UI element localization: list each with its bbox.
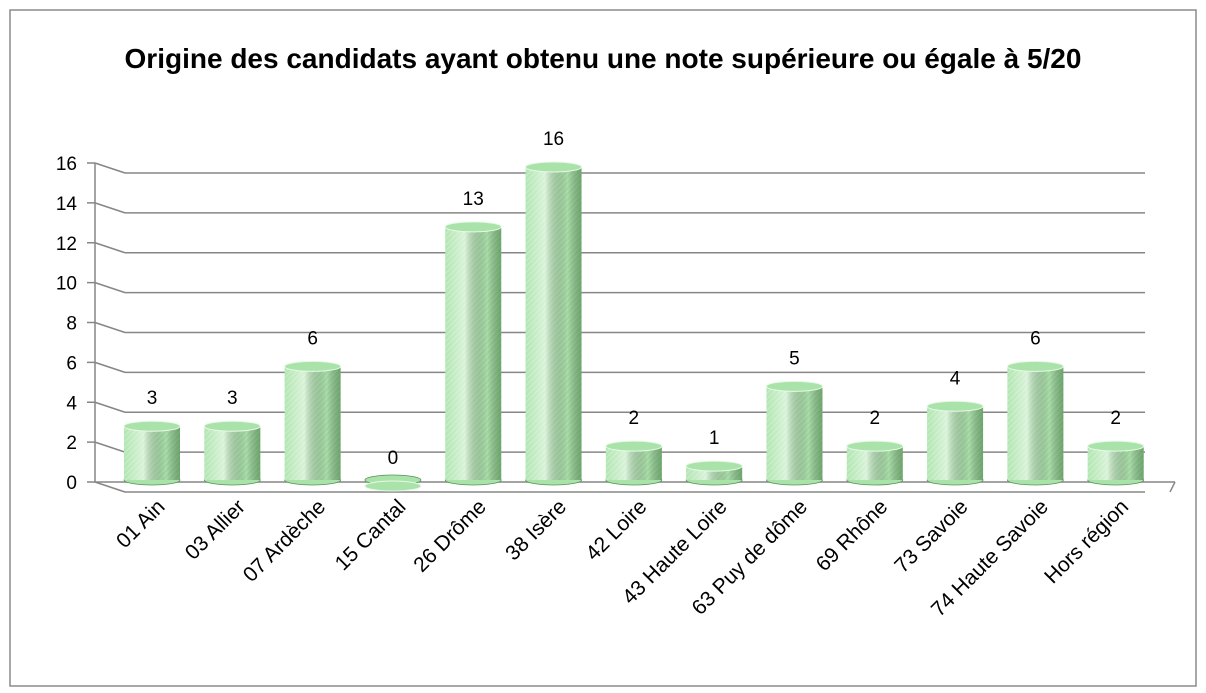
grid-line	[94, 162, 126, 174]
bar-shade	[766, 386, 823, 480]
bar	[364, 474, 422, 492]
bar-shade	[525, 167, 582, 480]
value-label: 5	[789, 348, 800, 369]
value-label: 16	[543, 129, 564, 150]
bar	[203, 420, 261, 486]
bar-top	[1087, 440, 1145, 452]
bar-shade	[284, 366, 341, 480]
bar-top	[1006, 360, 1064, 372]
grid-line	[94, 321, 126, 334]
bar-top	[846, 440, 904, 452]
bar-top	[123, 420, 181, 432]
y-tick-label: 0	[66, 473, 77, 494]
grid-line	[94, 281, 126, 294]
floor-line	[1169, 481, 1176, 493]
value-label: 4	[950, 368, 961, 389]
bar	[685, 460, 743, 486]
y-tick-label: 14	[56, 194, 78, 215]
bar	[1006, 360, 1064, 486]
value-label: 1	[709, 428, 720, 449]
bar-shade	[204, 426, 261, 480]
bar-top	[685, 460, 743, 472]
bar	[605, 440, 663, 486]
bar-shade	[846, 446, 903, 480]
bar-top	[605, 440, 663, 452]
value-label: 3	[147, 388, 158, 409]
y-tick-label: 8	[66, 314, 77, 335]
bar	[1087, 440, 1145, 486]
bar-top	[926, 400, 984, 412]
value-label: 3	[227, 388, 238, 409]
bar-top	[765, 380, 823, 392]
bar-shade	[1087, 446, 1144, 480]
bar-shade	[605, 446, 662, 480]
y-tick-label: 12	[56, 234, 77, 255]
bar-top	[444, 221, 502, 233]
bar	[444, 221, 502, 486]
bar-shade	[927, 406, 984, 480]
value-label: 6	[307, 328, 318, 349]
value-label: 13	[463, 189, 484, 210]
bar-top	[525, 161, 583, 173]
chart-frame	[9, 9, 1197, 687]
chart-title: Origine des candidats ayant obtenu une n…	[124, 43, 1082, 74]
grid-line	[94, 441, 126, 453]
grid-line	[94, 401, 126, 413]
value-label: 2	[1110, 408, 1121, 429]
bar-top	[364, 480, 422, 492]
y-tick-label: 10	[56, 274, 77, 295]
y-tick-label: 6	[66, 353, 77, 374]
bar-shade	[445, 226, 502, 480]
value-label: 0	[388, 448, 399, 469]
bar	[765, 380, 823, 486]
y-tick-label: 2	[66, 433, 77, 454]
value-label: 6	[1030, 328, 1041, 349]
bar-top	[203, 420, 261, 432]
bar-shade	[1007, 366, 1064, 480]
bar	[846, 440, 904, 486]
bar	[525, 161, 583, 486]
bar-shade	[124, 426, 180, 480]
y-tick-label: 16	[56, 154, 77, 175]
grid-line	[94, 202, 126, 214]
bar	[284, 360, 342, 486]
grid-line	[94, 361, 126, 374]
bar-top	[284, 360, 342, 372]
grid-line	[94, 242, 126, 254]
value-label: 2	[869, 408, 880, 429]
y-tick-label: 4	[66, 393, 77, 414]
value-label: 2	[629, 408, 640, 429]
grid-line	[94, 481, 126, 493]
bar	[926, 400, 984, 486]
bar	[123, 420, 181, 486]
